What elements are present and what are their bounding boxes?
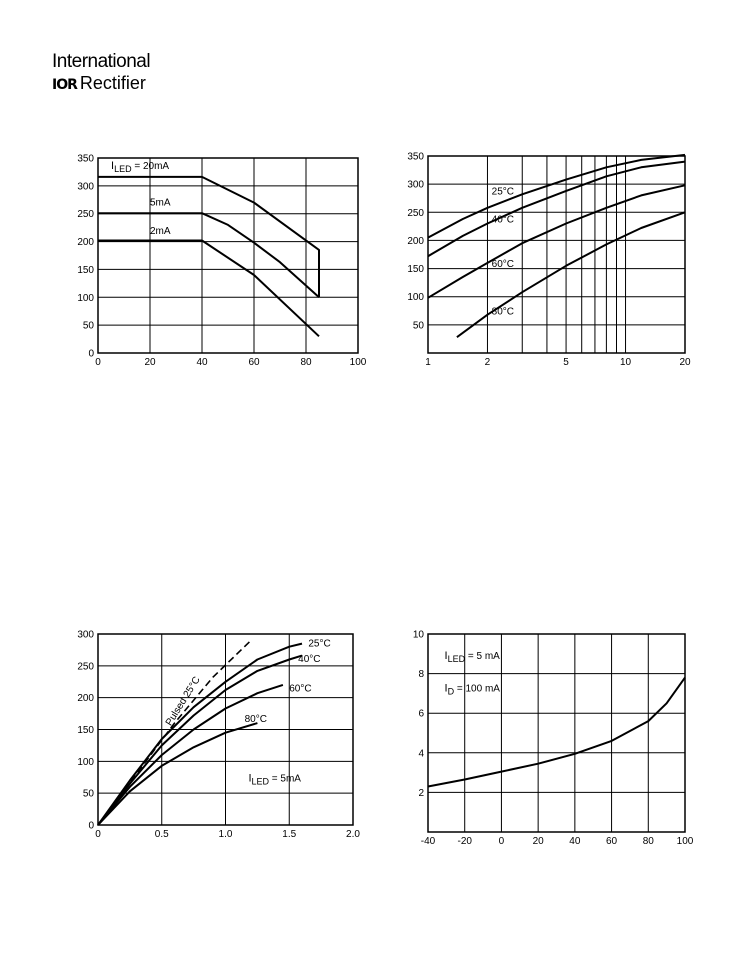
y-tick-label: 0: [88, 349, 94, 360]
y-tick-label: 200: [407, 236, 424, 247]
y-tick-label: 250: [77, 209, 94, 220]
y-tick-label: 4: [418, 748, 424, 759]
plot-frame: [427, 633, 686, 833]
y-tick-label: 100: [77, 757, 94, 768]
brand-line-1: International: [52, 51, 151, 72]
y-tick-label: 250: [407, 208, 424, 219]
annotation-2ma: 2mA: [150, 226, 171, 237]
y-tick-label: 350: [407, 152, 424, 163]
y-tick-label: 150: [77, 265, 94, 276]
x-tick-label: 0: [95, 829, 101, 840]
annotation-iled-20ma: ILED = 20mA: [111, 160, 169, 174]
annotation-id-100-ma: ID = 100 mA: [445, 682, 501, 696]
y-tick-label: 2: [418, 788, 424, 799]
x-tick-label: 20: [144, 357, 156, 368]
chart-3: 0 0.5 1.0 1.5 2.0 0 50 100 150 200 250 300 25°C 40°C 6…: [77, 630, 360, 841]
x-tick-label: 0.5: [155, 829, 169, 840]
y-tick-label: 200: [77, 237, 94, 248]
y-tick-label: 50: [413, 320, 425, 331]
x-tick-label: 80: [300, 357, 312, 368]
x-tick-label: -40: [421, 836, 436, 847]
series-line-i-led-5-ma-i-d-100-ma: [427, 677, 686, 788]
y-tick-label: 150: [77, 725, 94, 736]
y-tick-label: 8: [418, 669, 424, 680]
series-line-2ma: [98, 239, 320, 338]
y-tick-label: 200: [77, 693, 94, 704]
y-tick-label: 100: [407, 292, 424, 303]
annotation-40-c: 40°C: [492, 214, 514, 225]
annotation-40-c: 40°C: [298, 654, 320, 665]
series-line-25-c: [97, 642, 303, 826]
x-tick-label: 60: [248, 357, 260, 368]
annotation-80-c: 80°C: [245, 714, 267, 725]
x-tick-label: 10: [620, 357, 632, 368]
y-tick-label: 300: [77, 630, 94, 641]
series-line-pulsed-25-c: [97, 639, 252, 826]
x-tick-label: -20: [457, 836, 472, 847]
plot-frame: [97, 633, 354, 826]
x-tick-label: 40: [569, 836, 581, 847]
y-tick-label: 300: [77, 181, 94, 192]
y-tick-label: 50: [83, 789, 95, 800]
x-tick-label: 100: [677, 836, 694, 847]
plot-frame: [97, 157, 359, 354]
y-tick-label: 6: [418, 709, 424, 720]
series-line-80-c: [97, 722, 258, 826]
series-line-40-c: [97, 654, 303, 826]
x-tick-label: 0: [499, 836, 505, 847]
series-line-40-c: [427, 160, 686, 258]
x-tick-label: 100: [350, 357, 367, 368]
x-tick-label: 60: [606, 836, 618, 847]
x-tick-label: 20: [679, 357, 691, 368]
y-tick-label: 10: [413, 630, 425, 641]
x-tick-label: 0: [95, 357, 101, 368]
x-tick-label: 1.0: [219, 829, 233, 840]
x-tick-label: 2: [485, 357, 491, 368]
y-tick-label: 0: [88, 821, 94, 832]
annotation-pulsed-25-c: Pulsed 25°C: [164, 675, 203, 728]
x-tick-label: 2.0: [346, 829, 360, 840]
series-line-20ma: [98, 175, 320, 298]
annotation-5ma: 5mA: [150, 197, 171, 208]
annotation-60-c: 60°C: [492, 259, 514, 270]
series-line-60-c: [427, 184, 686, 299]
series-line-60-c: [97, 683, 284, 826]
plot-frame: [427, 155, 686, 354]
annotation-iled-5-ma: ILED = 5 mA: [445, 650, 501, 664]
chart-1: 0 20 40 60 80 100 0 50 100 150 200 250 300 350 ILED = …: [77, 154, 366, 369]
annotation-25-c: 25°C: [308, 639, 330, 650]
annotation-iled-5ma: ILED = 5mA: [248, 773, 301, 787]
x-tick-label: 20: [533, 836, 545, 847]
series-line-25-c: [427, 153, 686, 239]
annotation-80-c: 80°C: [492, 307, 514, 318]
annotation-60-c: 60°C: [289, 683, 311, 694]
x-tick-label: 5: [563, 357, 569, 368]
brand-name: Rectifier: [79, 73, 146, 93]
y-tick-label: 350: [77, 154, 94, 165]
chart-2: 1 2 5 10 20 50 100 150 200 250 300 350 25°C 40°C 60°C 8…: [407, 152, 691, 369]
x-tick-label: 1.5: [282, 829, 296, 840]
y-tick-label: 50: [83, 321, 95, 332]
company-logo: International IOR Rectifier: [52, 51, 151, 96]
annotation-25-c: 25°C: [492, 186, 514, 197]
chart-4: -40 -20 0 20 40 60 80 100 2 4 6 8 10 ILED = 5 mA ID = …: [413, 630, 694, 848]
brand-line-2: IOR Rectifier: [52, 74, 150, 96]
x-tick-label: 1: [425, 357, 431, 368]
x-tick-label: 80: [643, 836, 655, 847]
y-tick-label: 100: [77, 293, 94, 304]
y-tick-label: 250: [77, 661, 94, 672]
series-line-5ma: [98, 212, 320, 299]
y-tick-label: 150: [407, 264, 424, 275]
y-tick-label: 300: [407, 180, 424, 191]
x-tick-label: 40: [196, 357, 208, 368]
series-line-80-c: [456, 211, 686, 339]
ior-logo-mark: IOR: [52, 77, 78, 93]
